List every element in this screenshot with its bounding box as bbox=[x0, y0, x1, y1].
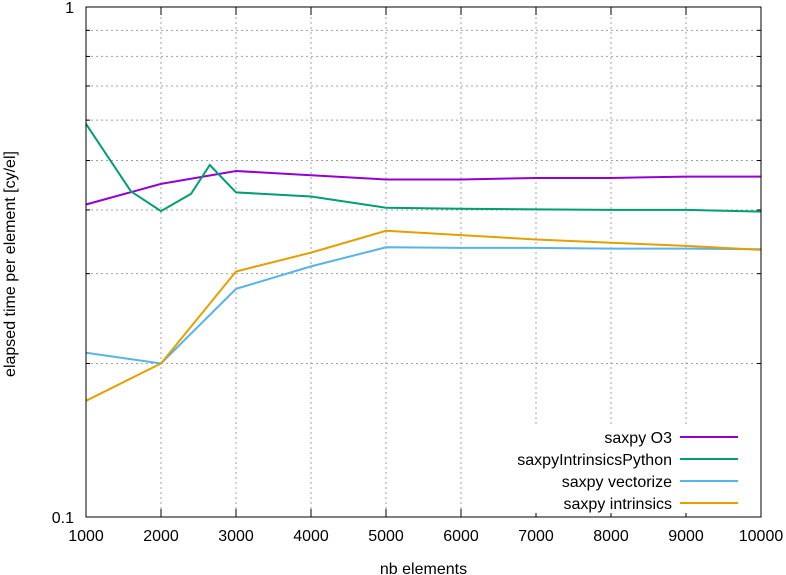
x-tick-label: 2000 bbox=[143, 528, 179, 545]
x-axis-label: nb elements bbox=[380, 561, 467, 575]
legend-entry-label: saxpy intrinsics bbox=[564, 496, 672, 513]
x-tick-label: 1000 bbox=[68, 528, 104, 545]
x-tick-label: 6000 bbox=[443, 528, 479, 545]
x-tick-label: 10000 bbox=[739, 528, 784, 545]
x-tick-label: 4000 bbox=[293, 528, 329, 545]
x-tick-label: 5000 bbox=[368, 528, 404, 545]
y-tick-label: 0.1 bbox=[52, 510, 74, 527]
series-line-3 bbox=[85, 246, 762, 365]
series-line-2 bbox=[85, 123, 762, 213]
x-tick-label: 7000 bbox=[518, 528, 554, 545]
legend-entry-label: saxpy vectorize bbox=[562, 474, 672, 491]
series-lines bbox=[85, 123, 762, 402]
legend-entry-label: saxpyIntrinsicsPython bbox=[517, 452, 672, 469]
legend-entry-label: saxpy O3 bbox=[604, 430, 672, 447]
y-tick-label: 1 bbox=[65, 0, 74, 17]
legend: saxpy O3 saxpyIntrinsicsPython saxpy vecto… bbox=[517, 430, 738, 513]
x-tick-label: 9000 bbox=[668, 528, 704, 545]
series-line-1 bbox=[85, 169, 761, 206]
y-axis-label: elapsed time per element [cy/el] bbox=[2, 151, 19, 377]
x-tick-label: 3000 bbox=[218, 528, 254, 545]
axis-ticks: 1000 2000 3000 4000 5000 6000 7000 8000 9000 1000… bbox=[52, 0, 784, 545]
x-tick-label: 8000 bbox=[593, 528, 629, 545]
legend-background bbox=[462, 425, 752, 513]
series-line-4 bbox=[85, 229, 762, 402]
grid bbox=[86, 7, 761, 517]
plot-border bbox=[85, 6, 762, 518]
